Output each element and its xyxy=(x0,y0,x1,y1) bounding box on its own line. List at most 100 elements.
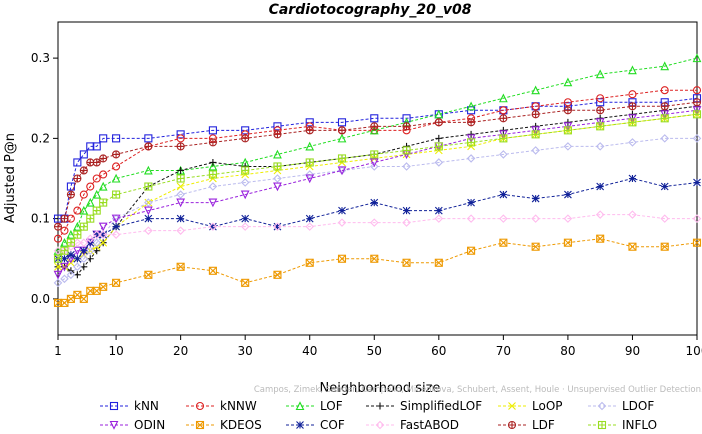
data-point-odin xyxy=(208,198,218,208)
series-line-knnw xyxy=(57,89,697,240)
data-point-kdeos xyxy=(273,270,282,279)
data-point-lof xyxy=(369,125,379,135)
legend-item-fastabod: FastABOD xyxy=(366,418,459,432)
x-tick-label: 40 xyxy=(302,344,317,358)
data-point-ldf xyxy=(467,118,476,127)
legend-label: KDEOS xyxy=(220,418,262,432)
data-point-kdeos xyxy=(499,238,508,247)
data-point-inflo xyxy=(402,146,411,155)
data-point-inflo xyxy=(99,198,108,207)
data-point-knn xyxy=(144,134,153,143)
data-point-ldf xyxy=(499,114,508,123)
data-point-cof xyxy=(305,214,314,223)
series-cof xyxy=(54,174,701,263)
series-line-ldof xyxy=(57,137,697,284)
x-tick-label: 100 xyxy=(686,344,702,358)
data-point-loop xyxy=(176,182,185,191)
data-point-knnw xyxy=(73,206,82,215)
x-tick-label: 50 xyxy=(367,344,382,358)
data-point-inflo xyxy=(60,246,69,255)
data-point-ldf xyxy=(92,158,101,167)
plot-area: 1 10 20 30 40 50 60 70 80 90 100 0.0 0.1 0.2 0.3 xyxy=(31,21,702,358)
data-point-inflo xyxy=(66,238,75,247)
data-point-knnw xyxy=(499,106,508,115)
data-point-lof xyxy=(111,173,121,183)
data-point-odin xyxy=(60,262,69,272)
data-point-cof xyxy=(467,198,475,207)
data-point-ldof xyxy=(79,254,89,264)
series-line-kdeos xyxy=(58,238,698,304)
data-point-fastabod xyxy=(595,210,605,219)
x-tick-label: 70 xyxy=(496,344,511,358)
x-tick-label: 80 xyxy=(560,344,575,358)
data-point-fastabod xyxy=(85,234,95,243)
data-point-odin xyxy=(53,270,63,280)
data-point-knnw xyxy=(79,190,88,199)
data-point-cof xyxy=(209,222,217,231)
x-tick-label: 10 xyxy=(108,344,123,358)
data-point-fastabod xyxy=(98,230,108,239)
x-tick-label: 20 xyxy=(173,344,188,358)
data-point-inflo xyxy=(176,174,185,183)
data-point-fastabod xyxy=(466,214,476,223)
data-point-knnw xyxy=(531,102,540,111)
data-point-fastabod xyxy=(176,226,185,235)
chart-title: Cardiotocography_20_v08 xyxy=(269,2,472,18)
data-point-inflo xyxy=(337,154,347,163)
data-point-inflo xyxy=(531,130,540,139)
data-point-ldf xyxy=(73,174,82,183)
data-point-lof xyxy=(72,221,82,231)
data-point-fastabod xyxy=(53,246,63,256)
data-point-ldof xyxy=(369,162,379,171)
data-point-knn xyxy=(337,118,347,127)
data-point-kdeos xyxy=(241,278,250,287)
data-point-knnw xyxy=(112,162,121,171)
watermark: Campos, Zimek, Sander, Campello, Micenko… xyxy=(254,385,702,395)
data-point-kdeos xyxy=(563,238,572,247)
data-point-odin xyxy=(369,158,379,168)
data-point-ldf xyxy=(60,214,69,223)
x-axis-label: Neighborhood size xyxy=(320,381,441,396)
data-point-ldof xyxy=(595,142,605,151)
data-point-inflo xyxy=(273,162,282,171)
legend-item-cof: COF xyxy=(286,418,345,432)
data-point-lof xyxy=(595,69,605,79)
legend-item-kdeos: KDEOS xyxy=(186,418,262,432)
data-point-ldf xyxy=(563,106,572,115)
data-point-inflo xyxy=(370,150,379,159)
data-point-inflo xyxy=(73,230,82,239)
x-tick-label: 30 xyxy=(238,344,253,358)
y-tick-label: 0.0 xyxy=(31,292,50,306)
data-point-inflo xyxy=(92,206,101,215)
legend-label: FastABOD xyxy=(400,418,459,432)
data-point-knnw xyxy=(86,182,95,191)
legend-label: LOF xyxy=(320,399,343,413)
data-point-simplifiedlof xyxy=(209,158,217,166)
data-point-odin xyxy=(273,182,282,192)
data-point-ldf xyxy=(208,138,217,147)
data-point-lof xyxy=(92,189,102,199)
data-point-kdeos xyxy=(596,234,605,243)
data-point-ldf xyxy=(66,190,75,199)
data-point-fastabod xyxy=(499,214,508,223)
data-point-loop xyxy=(144,198,153,207)
data-point-knnw xyxy=(53,234,63,243)
data-point-odin xyxy=(176,198,186,208)
data-point-ldf xyxy=(176,142,185,151)
data-point-lof xyxy=(98,181,108,191)
data-point-ldof xyxy=(660,134,670,143)
data-point-fastabod xyxy=(240,222,250,231)
data-point-lof xyxy=(305,141,315,151)
data-point-lof xyxy=(208,161,218,171)
data-point-loop xyxy=(54,262,62,271)
data-point-knnw xyxy=(692,86,702,95)
data-point-fastabod xyxy=(402,218,411,227)
data-point-knn xyxy=(208,126,217,135)
data-point-cof xyxy=(60,254,69,263)
data-point-inflo xyxy=(241,166,250,175)
data-point-ldof xyxy=(66,270,76,280)
data-point-knnw xyxy=(628,90,637,99)
data-point-inflo xyxy=(596,122,605,131)
data-point-inflo xyxy=(692,110,702,119)
data-point-inflo xyxy=(660,114,669,123)
